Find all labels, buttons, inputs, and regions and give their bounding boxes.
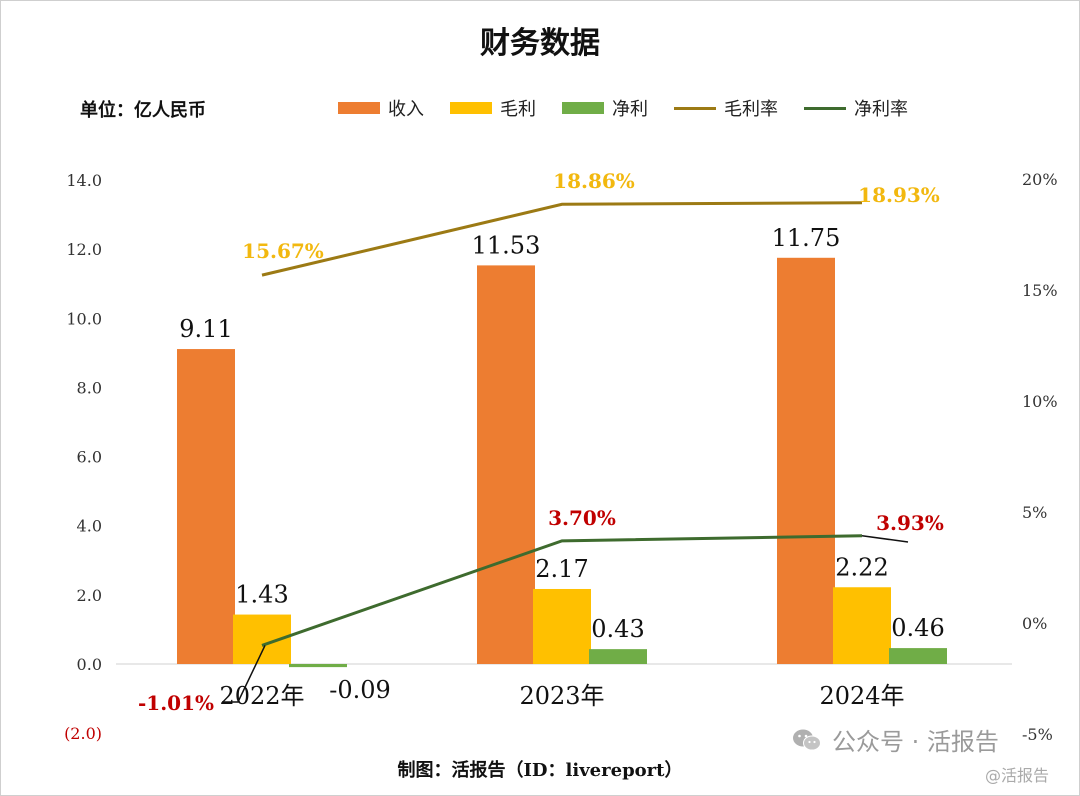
legend-label-gross-profit: 毛利: [500, 99, 536, 120]
legend-swatch-net-profit: [562, 102, 604, 114]
bar-revenue: [477, 265, 535, 664]
data-label-net-margin: -1.01%: [138, 691, 214, 715]
data-label-revenue: 11.75: [772, 224, 841, 252]
left-axis-tick-label: 10.0: [66, 309, 102, 328]
wechat-icon: [793, 729, 821, 750]
left-axis-tick-label: 0.0: [77, 655, 102, 674]
right-axis-tick-label: -5%: [1022, 725, 1053, 744]
data-label-net-profit: -0.09: [329, 676, 391, 704]
legend-item-gross-profit: 毛利: [450, 95, 536, 121]
right-axis-tick-label: 15%: [1022, 281, 1058, 300]
data-label-net-margin: 3.70%: [548, 506, 616, 530]
legend-label-net-profit: 净利: [612, 99, 648, 120]
data-label-revenue: 9.11: [179, 315, 232, 343]
watermark-text: 公众号 · 活报告: [832, 728, 999, 756]
legend: 收入 毛利 净利 毛利率 净利率: [338, 96, 934, 120]
bar-net-profit: [589, 649, 647, 664]
right-axis-tick-label: 20%: [1022, 170, 1058, 189]
leader-line-net-margin: [222, 645, 266, 703]
legend-swatch-revenue: [338, 102, 380, 114]
legend-item-revenue: 收入: [338, 95, 424, 121]
x-axis-category-label: 2022年: [219, 682, 304, 710]
bar-gross-profit: [533, 588, 591, 664]
data-label-net-profit: 0.43: [591, 615, 644, 643]
left-axis-tick-label: 14.0: [66, 171, 102, 190]
legend-label-gross-margin: 毛利率: [724, 99, 778, 120]
data-label-gross-margin: 15.67%: [242, 239, 324, 263]
data-label-revenue: 11.53: [472, 231, 541, 259]
bar-net-profit: [889, 648, 947, 664]
data-label-gross-profit: 1.43: [235, 581, 288, 609]
legend-item-net-margin: 净利率: [804, 95, 908, 121]
bar-gross-profit: [833, 587, 891, 664]
legend-item-net-profit: 净利: [562, 95, 648, 121]
line-net-margin: [261, 534, 863, 647]
legend-label-net-margin: 净利率: [854, 99, 908, 120]
legend-swatch-gross-profit: [450, 102, 492, 114]
watermark-handle: @活报告: [985, 766, 1050, 785]
left-axis-tick-label: 12.0: [66, 240, 102, 259]
chart-title: 财务数据: [480, 26, 600, 61]
right-axis-tick-label: 10%: [1022, 392, 1058, 411]
bar-net-profit: [289, 664, 347, 668]
right-axis-tick-label: 0%: [1022, 614, 1047, 633]
watermark: 公众号 · 活报告: [792, 722, 999, 757]
data-label-net-margin: 3.93%: [876, 511, 944, 535]
x-axis-category-label: 2024年: [819, 682, 904, 710]
bar-revenue: [777, 257, 835, 664]
chart-credit: 制图：活报告（ID：livereport）: [397, 760, 683, 781]
legend-label-revenue: 收入: [388, 99, 424, 120]
left-axis-tick-label: 6.0: [77, 448, 102, 467]
data-label-gross-margin: 18.93%: [858, 183, 940, 207]
data-label-gross-margin: 18.86%: [553, 169, 635, 193]
left-axis-tick-label: 2.0: [77, 586, 102, 605]
unit-label: 单位：亿人民币: [80, 100, 206, 121]
leader-line-net-margin: [861, 535, 909, 543]
line-gross-margin: [261, 201, 863, 277]
bar-revenue: [177, 349, 235, 664]
left-axis-tick-label: (2.0): [64, 724, 102, 743]
left-axis-tick-label: 4.0: [77, 517, 102, 536]
data-label-gross-profit: 2.17: [535, 555, 588, 583]
x-axis-category-label: 2023年: [519, 682, 604, 710]
right-axis-tick-label: 5%: [1022, 503, 1047, 522]
data-label-gross-profit: 2.22: [835, 553, 888, 581]
data-label-net-profit: 0.46: [891, 614, 944, 642]
legend-item-gross-margin: 毛利率: [674, 95, 778, 121]
left-axis-tick-label: 8.0: [77, 378, 102, 397]
legend-swatch-net-margin: [804, 106, 846, 110]
legend-swatch-gross-margin: [674, 106, 716, 110]
